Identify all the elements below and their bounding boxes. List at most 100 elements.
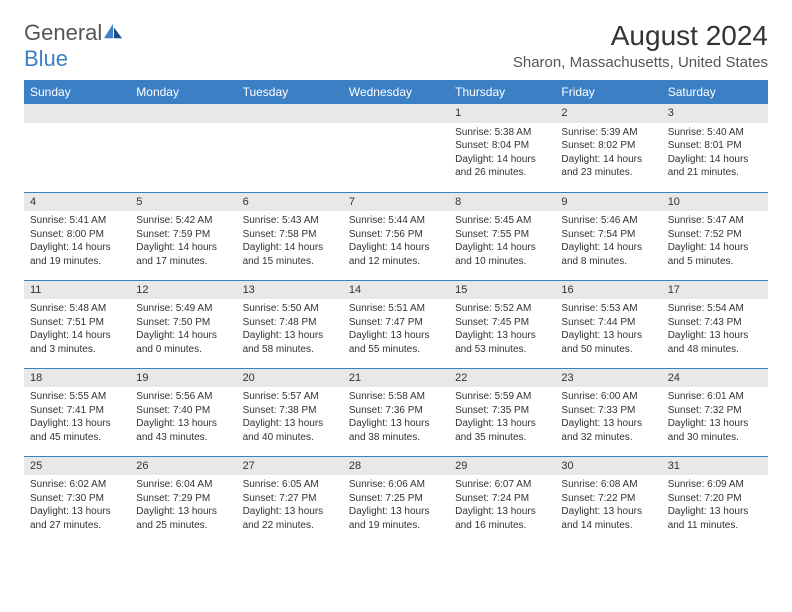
sunset-text: Sunset: 7:22 PM xyxy=(561,492,655,506)
sunrise-text: Sunrise: 5:42 AM xyxy=(136,214,230,228)
day-content: Sunrise: 5:46 AMSunset: 7:54 PMDaylight:… xyxy=(555,211,661,272)
day-content: Sunrise: 5:38 AMSunset: 8:04 PMDaylight:… xyxy=(449,123,555,184)
day-number: 13 xyxy=(237,281,343,300)
day-content: Sunrise: 5:57 AMSunset: 7:38 PMDaylight:… xyxy=(237,387,343,448)
sunrise-text: Sunrise: 5:55 AM xyxy=(30,390,124,404)
sunset-text: Sunset: 7:43 PM xyxy=(668,316,762,330)
calendar-day-cell: 25Sunrise: 6:02 AMSunset: 7:30 PMDayligh… xyxy=(24,456,130,544)
daylight-text: Daylight: 13 hours and 22 minutes. xyxy=(243,505,337,532)
sunrise-text: Sunrise: 5:45 AM xyxy=(455,214,549,228)
day-number: 9 xyxy=(555,193,661,212)
day-content: Sunrise: 5:40 AMSunset: 8:01 PMDaylight:… xyxy=(662,123,768,184)
weekday-header: Saturday xyxy=(662,80,768,104)
sunset-text: Sunset: 7:35 PM xyxy=(455,404,549,418)
location-subtitle: Sharon, Massachusetts, United States xyxy=(513,54,768,71)
calendar-week-row: 18Sunrise: 5:55 AMSunset: 7:41 PMDayligh… xyxy=(24,368,768,456)
calendar-week-row: 25Sunrise: 6:02 AMSunset: 7:30 PMDayligh… xyxy=(24,456,768,544)
day-content: Sunrise: 5:45 AMSunset: 7:55 PMDaylight:… xyxy=(449,211,555,272)
day-number-empty xyxy=(130,104,236,123)
day-number: 30 xyxy=(555,457,661,476)
sunrise-text: Sunrise: 5:50 AM xyxy=(243,302,337,316)
daylight-text: Daylight: 13 hours and 16 minutes. xyxy=(455,505,549,532)
day-content: Sunrise: 5:51 AMSunset: 7:47 PMDaylight:… xyxy=(343,299,449,360)
sunrise-text: Sunrise: 6:04 AM xyxy=(136,478,230,492)
daylight-text: Daylight: 13 hours and 50 minutes. xyxy=(561,329,655,356)
daylight-text: Daylight: 13 hours and 45 minutes. xyxy=(30,417,124,444)
sunrise-text: Sunrise: 6:07 AM xyxy=(455,478,549,492)
sunrise-text: Sunrise: 5:52 AM xyxy=(455,302,549,316)
daylight-text: Daylight: 13 hours and 35 minutes. xyxy=(455,417,549,444)
day-content: Sunrise: 5:41 AMSunset: 8:00 PMDaylight:… xyxy=(24,211,130,272)
day-number: 15 xyxy=(449,281,555,300)
day-number: 26 xyxy=(130,457,236,476)
calendar-day-cell: 2Sunrise: 5:39 AMSunset: 8:02 PMDaylight… xyxy=(555,104,661,192)
weekday-header: Monday xyxy=(130,80,236,104)
day-content: Sunrise: 5:56 AMSunset: 7:40 PMDaylight:… xyxy=(130,387,236,448)
sunrise-text: Sunrise: 5:41 AM xyxy=(30,214,124,228)
day-number: 20 xyxy=(237,369,343,388)
sunrise-text: Sunrise: 5:39 AM xyxy=(561,126,655,140)
day-number: 19 xyxy=(130,369,236,388)
sunset-text: Sunset: 7:32 PM xyxy=(668,404,762,418)
calendar-day-cell: 11Sunrise: 5:48 AMSunset: 7:51 PMDayligh… xyxy=(24,280,130,368)
day-content: Sunrise: 5:43 AMSunset: 7:58 PMDaylight:… xyxy=(237,211,343,272)
day-number-empty xyxy=(237,104,343,123)
day-content: Sunrise: 5:47 AMSunset: 7:52 PMDaylight:… xyxy=(662,211,768,272)
daylight-text: Daylight: 13 hours and 27 minutes. xyxy=(30,505,124,532)
calendar-day-cell: 6Sunrise: 5:43 AMSunset: 7:58 PMDaylight… xyxy=(237,192,343,280)
sunrise-text: Sunrise: 6:05 AM xyxy=(243,478,337,492)
sunrise-text: Sunrise: 6:01 AM xyxy=(668,390,762,404)
daylight-text: Daylight: 14 hours and 21 minutes. xyxy=(668,153,762,180)
calendar-day-cell: 20Sunrise: 5:57 AMSunset: 7:38 PMDayligh… xyxy=(237,368,343,456)
day-number: 24 xyxy=(662,369,768,388)
month-title: August 2024 xyxy=(513,20,768,52)
daylight-text: Daylight: 13 hours and 38 minutes. xyxy=(349,417,443,444)
sunrise-text: Sunrise: 6:00 AM xyxy=(561,390,655,404)
sunrise-text: Sunrise: 5:57 AM xyxy=(243,390,337,404)
calendar-day-cell: 21Sunrise: 5:58 AMSunset: 7:36 PMDayligh… xyxy=(343,368,449,456)
daylight-text: Daylight: 14 hours and 23 minutes. xyxy=(561,153,655,180)
daylight-text: Daylight: 13 hours and 48 minutes. xyxy=(668,329,762,356)
sunrise-text: Sunrise: 5:49 AM xyxy=(136,302,230,316)
day-content: Sunrise: 6:02 AMSunset: 7:30 PMDaylight:… xyxy=(24,475,130,536)
day-number: 22 xyxy=(449,369,555,388)
calendar-day-cell: 7Sunrise: 5:44 AMSunset: 7:56 PMDaylight… xyxy=(343,192,449,280)
day-number: 5 xyxy=(130,193,236,212)
sunset-text: Sunset: 7:54 PM xyxy=(561,228,655,242)
sunset-text: Sunset: 7:55 PM xyxy=(455,228,549,242)
day-content: Sunrise: 5:48 AMSunset: 7:51 PMDaylight:… xyxy=(24,299,130,360)
sunset-text: Sunset: 7:56 PM xyxy=(349,228,443,242)
day-number: 17 xyxy=(662,281,768,300)
daylight-text: Daylight: 13 hours and 32 minutes. xyxy=(561,417,655,444)
daylight-text: Daylight: 14 hours and 17 minutes. xyxy=(136,241,230,268)
brand-name: General Blue xyxy=(24,20,124,72)
daylight-text: Daylight: 13 hours and 30 minutes. xyxy=(668,417,762,444)
sunset-text: Sunset: 7:48 PM xyxy=(243,316,337,330)
sunset-text: Sunset: 7:33 PM xyxy=(561,404,655,418)
sunset-text: Sunset: 7:45 PM xyxy=(455,316,549,330)
sunrise-text: Sunrise: 5:46 AM xyxy=(561,214,655,228)
sunset-text: Sunset: 7:58 PM xyxy=(243,228,337,242)
calendar-day-cell: 12Sunrise: 5:49 AMSunset: 7:50 PMDayligh… xyxy=(130,280,236,368)
daylight-text: Daylight: 13 hours and 40 minutes. xyxy=(243,417,337,444)
calendar-week-row: 11Sunrise: 5:48 AMSunset: 7:51 PMDayligh… xyxy=(24,280,768,368)
day-number: 3 xyxy=(662,104,768,123)
daylight-text: Daylight: 14 hours and 19 minutes. xyxy=(30,241,124,268)
sunrise-text: Sunrise: 6:02 AM xyxy=(30,478,124,492)
sunrise-text: Sunrise: 5:38 AM xyxy=(455,126,549,140)
calendar-day-cell: 8Sunrise: 5:45 AMSunset: 7:55 PMDaylight… xyxy=(449,192,555,280)
day-number: 31 xyxy=(662,457,768,476)
sunrise-text: Sunrise: 5:56 AM xyxy=(136,390,230,404)
calendar-day-cell: 1Sunrise: 5:38 AMSunset: 8:04 PMDaylight… xyxy=(449,104,555,192)
calendar-header-row: SundayMondayTuesdayWednesdayThursdayFrid… xyxy=(24,80,768,104)
calendar-day-cell: 29Sunrise: 6:07 AMSunset: 7:24 PMDayligh… xyxy=(449,456,555,544)
sunrise-text: Sunrise: 5:54 AM xyxy=(668,302,762,316)
day-number: 14 xyxy=(343,281,449,300)
calendar-day-cell: 3Sunrise: 5:40 AMSunset: 8:01 PMDaylight… xyxy=(662,104,768,192)
header: General Blue August 2024 Sharon, Massach… xyxy=(24,20,768,72)
day-number-empty xyxy=(24,104,130,123)
day-number: 11 xyxy=(24,281,130,300)
daylight-text: Daylight: 13 hours and 25 minutes. xyxy=(136,505,230,532)
day-content: Sunrise: 6:09 AMSunset: 7:20 PMDaylight:… xyxy=(662,475,768,536)
day-content: Sunrise: 5:42 AMSunset: 7:59 PMDaylight:… xyxy=(130,211,236,272)
